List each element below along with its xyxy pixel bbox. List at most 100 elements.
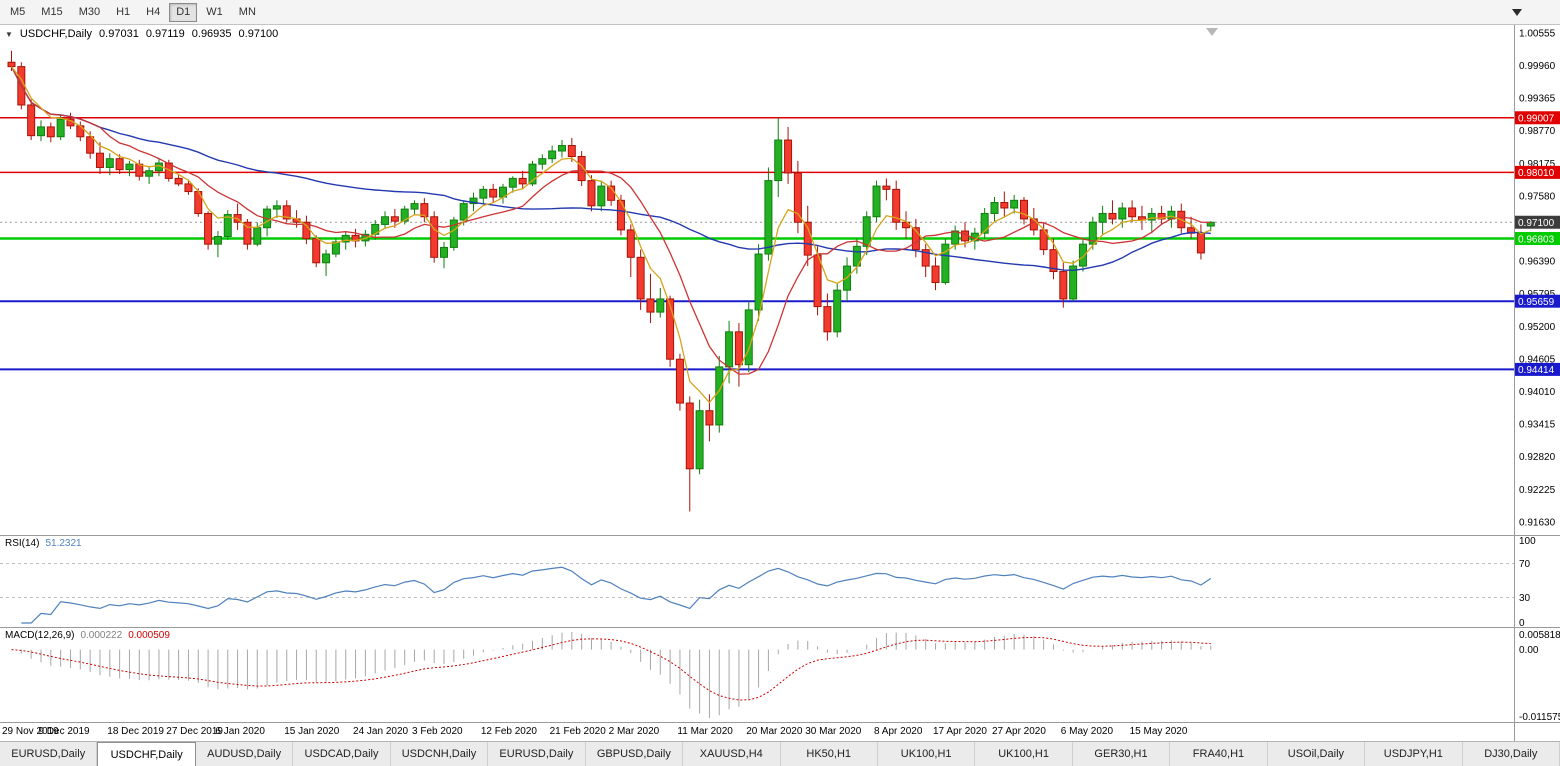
macd-scale-tick: 0.005818 xyxy=(1519,630,1560,641)
horizontal-level-lines[interactable] xyxy=(0,116,1514,371)
macd-signal-line xyxy=(11,636,1211,701)
date-axis-label: 9 Dec 2019 xyxy=(38,726,90,737)
price-scale-tick: 0.94010 xyxy=(1519,387,1556,398)
chart-tab-hk50-h1[interactable]: HK50,H1 xyxy=(781,742,878,766)
date-axis-label: 24 Jan 2020 xyxy=(353,726,409,737)
rsi-canvas[interactable]: 100 70 30 0 xyxy=(0,536,1560,627)
svg-text:0.97100: 0.97100 xyxy=(1518,218,1555,229)
price-scale-tick: 0.95200 xyxy=(1519,322,1556,333)
price-chart-pane[interactable]: 1.00555 0.99960 0.99365 0.98770 0.98175 0.975… xyxy=(0,25,1560,536)
date-axis-label: 18 Dec 2019 xyxy=(107,726,164,737)
rsi-scale-tick: 100 xyxy=(1519,536,1536,547)
svg-text:0.95659: 0.95659 xyxy=(1518,297,1555,308)
price-scale-tick: 0.92820 xyxy=(1519,452,1556,463)
chart-tab-fra40-h1[interactable]: FRA40,H1 xyxy=(1170,742,1268,766)
price-scale-tick: 0.98175 xyxy=(1519,159,1556,170)
price-scale-tick: 0.97580 xyxy=(1519,191,1556,202)
macd-histogram xyxy=(20,632,1212,718)
price-scale-tick: 0.99365 xyxy=(1519,94,1556,105)
chart-tab-usdcnh-daily[interactable]: USDCNH,Daily xyxy=(391,742,489,766)
date-axis-label: 21 Feb 2020 xyxy=(549,726,606,737)
price-scale-tick: 0.96390 xyxy=(1519,257,1556,268)
date-axis-label: 15 May 2020 xyxy=(1129,726,1188,737)
price-badge xyxy=(1515,111,1560,125)
chart-tab-eurusd-daily[interactable]: EURUSD,Daily xyxy=(488,742,586,766)
ma-line xyxy=(10,66,1212,404)
timeframe-button-m15[interactable]: M15 xyxy=(41,5,63,18)
chart-tab-audusd-daily[interactable]: AUDUSD,Daily xyxy=(196,742,294,766)
chart-tab-gbpusd-daily[interactable]: GBPUSD,Daily xyxy=(586,742,684,766)
price-scale-tick: 0.91630 xyxy=(1519,517,1556,528)
price-badge xyxy=(1515,232,1560,246)
timeframe-button-h1[interactable]: H1 xyxy=(116,5,131,18)
chart-tab-usdchf-daily[interactable]: USDCHF,Daily xyxy=(97,742,196,766)
price-scale-separator xyxy=(1514,25,1515,741)
timeframe-button-m5[interactable]: M5 xyxy=(10,5,26,18)
date-axis-label: 20 Mar 2020 xyxy=(746,726,803,737)
price-badge xyxy=(1515,165,1560,179)
timeframe-toolbar: M5 M15 M30 H1 H4 D1 W1 MN xyxy=(0,0,1560,25)
rsi-line xyxy=(21,566,1212,624)
timeframe-button-h4[interactable]: H4 xyxy=(146,5,161,18)
date-axis-label: 8 Apr 2020 xyxy=(874,726,923,737)
svg-text:0.98010: 0.98010 xyxy=(1518,168,1555,179)
date-axis-label: 6 Jan 2020 xyxy=(215,726,265,737)
macd-scale-tick: -0.011575 xyxy=(1519,712,1560,722)
date-axis-label: 3 Feb 2020 xyxy=(412,726,463,737)
price-badge xyxy=(1515,215,1560,229)
chart-tab-usdcad-daily[interactable]: USDCAD,Daily xyxy=(293,742,391,766)
chart-window: 1.00555 0.99960 0.99365 0.98770 0.98175 0.975… xyxy=(0,25,1560,741)
candles xyxy=(7,50,1215,512)
date-axis-label: 12 Feb 2020 xyxy=(480,726,537,737)
toolbar-overflow-icon[interactable] xyxy=(1512,9,1522,16)
timeframe-buttons: M5 M15 M30 H1 H4 D1 W1 MN xyxy=(0,2,264,22)
svg-text:0.99007: 0.99007 xyxy=(1518,114,1555,125)
date-axis-label: 2 Mar 2020 xyxy=(608,726,660,737)
price-scale-tick: 1.00555 xyxy=(1519,28,1556,39)
macd-indicator-pane[interactable]: 0.005818 0.00 -0.011575 MACD(12,26,9) 0.00… xyxy=(0,628,1560,723)
date-axis-label: 27 Apr 2020 xyxy=(991,726,1046,737)
date-axis-label: 11 Mar 2020 xyxy=(677,726,733,737)
chart-menu-icon[interactable]: ▼ xyxy=(5,29,13,39)
ma-line xyxy=(10,66,1211,375)
price-scale[interactable]: 1.00555 0.99960 0.99365 0.98770 0.98175 0.975… xyxy=(1515,28,1560,528)
price-scale-tick: 0.92225 xyxy=(1519,485,1556,496)
ma-line xyxy=(10,66,1211,272)
svg-text:0.94414: 0.94414 xyxy=(1518,365,1555,376)
timeframe-button-m30[interactable]: M30 xyxy=(78,5,101,18)
chart-tab-uk100-h1[interactable]: UK100,H1 xyxy=(975,742,1073,766)
date-axis-label: 6 May 2020 xyxy=(1060,726,1114,737)
chart-tab-uk100-h1[interactable]: UK100,H1 xyxy=(878,742,976,766)
price-scale-tick: 0.94605 xyxy=(1519,354,1556,365)
price-chart-canvas[interactable]: 1.00555 0.99960 0.99365 0.98770 0.98175 0.975… xyxy=(0,25,1560,535)
chart-tab-eurusd-daily[interactable]: EURUSD,Daily xyxy=(0,742,98,766)
chart-shift-marker[interactable] xyxy=(1206,28,1218,36)
date-axis[interactable]: 29 Nov 2019 9 Dec 2019 18 Dec 2019 27 Dec 2… xyxy=(0,723,1560,741)
rsi-scale-tick: 0 xyxy=(1519,618,1525,627)
price-scale-tick: 0.99960 xyxy=(1519,61,1556,72)
chart-tab-ger30-h1[interactable]: GER30,H1 xyxy=(1073,742,1171,766)
chart-tabs-bar: EURUSD,Daily USDCHF,Daily AUDUSD,Daily USDC… xyxy=(0,741,1560,766)
chart-tab-dj30-daily[interactable]: DJ30,Daily xyxy=(1463,742,1560,766)
chart-tab-usoil-daily[interactable]: USOil,Daily xyxy=(1268,742,1366,766)
svg-text:0.96803: 0.96803 xyxy=(1518,234,1555,245)
rsi-indicator-pane[interactable]: 100 70 30 0 RSI(14) 51.2321 xyxy=(0,536,1560,628)
rsi-scale-tick: 30 xyxy=(1519,593,1531,604)
timeframe-button-mn[interactable]: MN xyxy=(238,5,256,18)
timeframe-button-w1[interactable]: W1 xyxy=(206,5,223,18)
timeframe-button-d1[interactable]: D1 xyxy=(169,2,198,22)
price-scale-tick: 0.98770 xyxy=(1519,126,1556,137)
date-axis-label: 17 Apr 2020 xyxy=(933,726,987,737)
price-badge xyxy=(1515,362,1560,376)
price-badge xyxy=(1515,294,1560,308)
date-axis-label: 27 Dec 2019 xyxy=(166,726,223,737)
macd-scale-tick: 0.00 xyxy=(1519,645,1539,656)
date-axis-label: 29 Nov 2019 xyxy=(2,726,59,737)
chart-tab-xauusd-h4[interactable]: XAUUSD,H4 xyxy=(683,742,781,766)
date-axis-label: 15 Jan 2020 xyxy=(284,726,340,737)
moving-average-lines xyxy=(10,66,1212,404)
rsi-scale-tick: 70 xyxy=(1519,559,1531,570)
macd-canvas[interactable]: 0.005818 0.00 -0.011575 xyxy=(0,628,1560,722)
date-axis-label: 30 Mar 2020 xyxy=(805,726,862,737)
chart-tab-usdjpy-h1[interactable]: USDJPY,H1 xyxy=(1365,742,1463,766)
